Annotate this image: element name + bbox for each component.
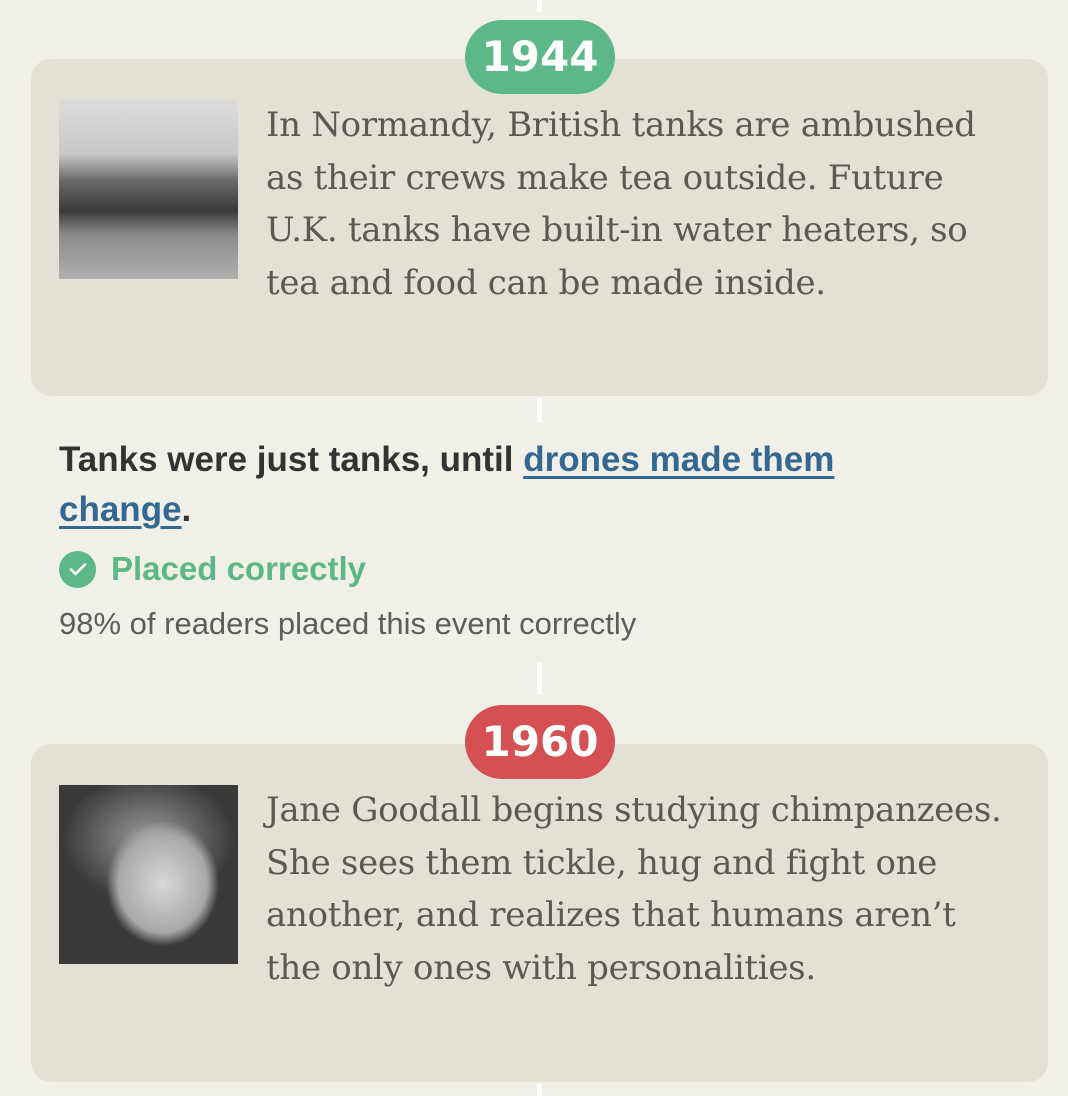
year-badge-incorrect: 1960 (465, 705, 615, 779)
event-card-1960: Jane Goodall begins studying chimpanzees… (31, 744, 1048, 1082)
reader-stat: 98% of readers placed this event correct… (59, 606, 637, 641)
event-description: Jane Goodall begins studying chimpanzees… (266, 790, 1002, 988)
headline-period: . (181, 490, 192, 529)
placed-event-headline: Tanks were just tanks, until drones made… (59, 435, 959, 535)
placement-status: Placed correctly (59, 550, 366, 588)
timeline-line (537, 0, 542, 12)
jane-goodall-photo (59, 785, 238, 964)
timeline-line (537, 1084, 542, 1096)
check-circle-icon (59, 550, 96, 588)
drones-article-link[interactable]: drones made them change (59, 440, 835, 529)
headline-text: Tanks were just tanks, until (59, 440, 524, 479)
timeline-line (537, 398, 542, 422)
year-badge-correct: 1944 (465, 20, 615, 94)
timeline-line (537, 662, 542, 694)
status-label: Placed correctly (111, 550, 366, 587)
tank-photo (59, 100, 238, 279)
event-card-1944: In Normandy, British tanks are ambushed … (31, 59, 1048, 396)
event-description: In Normandy, British tanks are ambushed … (266, 105, 976, 303)
